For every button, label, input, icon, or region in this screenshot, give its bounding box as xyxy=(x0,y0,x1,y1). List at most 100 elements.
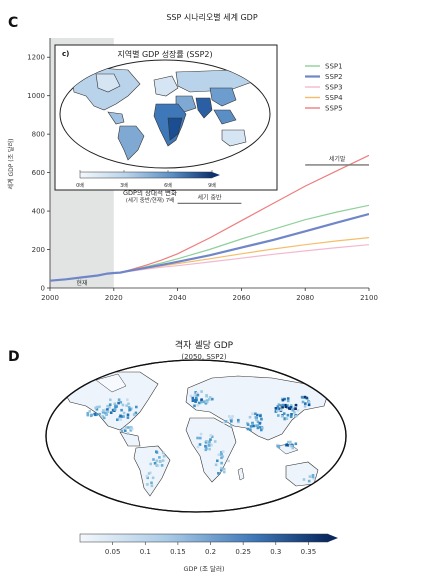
inset-title: 지역별 GDP 성장률 (SSP2) xyxy=(117,49,212,59)
gdp-grid-cell xyxy=(98,405,101,409)
inset-colorbar-arrow xyxy=(212,172,220,178)
panel-c-axes: 2000 2020 2040 2060 2080 2100 0 200 400 600 800 100… xyxy=(27,38,378,302)
gdp-grid-cell xyxy=(125,404,128,407)
gdp-grid-cell xyxy=(280,415,284,418)
gdp-grid-cell xyxy=(152,458,155,461)
gdp-grid-cell xyxy=(289,405,293,409)
gdp-grid-cell xyxy=(200,398,203,401)
colorbar-tick-label: 0.35 xyxy=(301,548,317,556)
land-africa xyxy=(185,417,237,483)
gdp-grid-cell xyxy=(288,407,291,410)
legend-label-ssp1: SSP1 xyxy=(325,63,343,71)
gdp-grid-cell xyxy=(289,415,293,418)
gdp-grid-cell xyxy=(155,450,158,453)
gdp-grid-cell xyxy=(194,398,197,402)
gdp-grid-cell xyxy=(195,391,199,395)
gdp-grid-cell xyxy=(248,415,252,419)
gdp-grid-cell xyxy=(281,403,285,407)
gdp-grid-cell xyxy=(227,459,230,463)
inset-regions xyxy=(71,67,253,161)
x-tick-label: 2000 xyxy=(41,294,59,302)
region-europe xyxy=(153,75,179,97)
gdp-grid-cell xyxy=(220,452,223,456)
gdp-grid-cell xyxy=(289,440,292,444)
gdp-grid-cell xyxy=(158,456,161,459)
gdp-grid-cell xyxy=(213,440,217,443)
gdp-grid-cell xyxy=(117,401,120,405)
gdp-grid-cell xyxy=(295,414,298,418)
gdp-grid-cell xyxy=(197,401,201,405)
gdp-grid-cell xyxy=(301,400,305,404)
end-century-label: 세기말 xyxy=(329,155,346,163)
gdp-grid-cell xyxy=(300,396,304,399)
gdp-grid-cell xyxy=(276,405,280,408)
gdp-grid-cell xyxy=(222,467,226,471)
gdp-grid-cell xyxy=(220,461,223,465)
gdp-grid-cell xyxy=(155,459,158,463)
panel-d-title: 격자 셀당 GDP xyxy=(175,339,234,351)
gdp-grid-cell xyxy=(145,474,149,478)
gdp-grid-cell xyxy=(289,404,293,407)
gdp-grid-cell xyxy=(191,396,195,400)
gdp-grid-cell xyxy=(286,399,290,403)
gdp-grid-cell xyxy=(312,477,316,480)
panel-c-letter: C xyxy=(8,15,18,31)
legend-label-ssp2: SSP2 xyxy=(325,73,343,81)
colorbar-tick-label: 0.15 xyxy=(170,548,186,556)
gdp-grid-cell xyxy=(133,413,136,417)
gdp-grid-cell xyxy=(290,413,293,416)
gdp-grid-cell xyxy=(127,426,130,429)
gdp-grid-cell xyxy=(118,416,122,419)
gdp-grid-cell xyxy=(303,405,307,408)
gdp-grid-cell xyxy=(147,472,151,475)
gdp-grid-cell xyxy=(249,428,252,431)
inset-colorbar-label-2: (세기 중반/현재) 7배 xyxy=(126,196,175,204)
panel-d-letter: D xyxy=(8,349,20,365)
region-south-america xyxy=(117,125,145,161)
gdp-grid-cell xyxy=(102,416,106,420)
gdp-grid-cell xyxy=(220,468,223,472)
gdp-grid-cell xyxy=(260,417,263,421)
gdp-grid-cell xyxy=(162,455,166,458)
gdp-grid-cell xyxy=(227,415,231,418)
gdp-grid-cell xyxy=(303,395,307,399)
gdp-grid-cell xyxy=(217,472,220,475)
legend-label-ssp3: SSP3 xyxy=(325,84,343,92)
gdp-grid-cell xyxy=(311,475,315,479)
inset-colorbar-ticks: 0배 3배 6배 9배 xyxy=(76,170,216,189)
gdp-grid-cell xyxy=(114,405,117,409)
gdp-grid-cell xyxy=(307,403,311,407)
x-tick-label: 2080 xyxy=(296,294,314,302)
gdp-grid-cell xyxy=(205,395,208,398)
gdp-grid-cell xyxy=(252,424,255,428)
gdp-grid-cell xyxy=(200,400,203,404)
x-tick-label: 2060 xyxy=(232,294,250,302)
gdp-grid-cell xyxy=(291,408,295,412)
inset-colorbar-tick-label: 0배 xyxy=(76,182,84,189)
colorbar-tick-label: 0.05 xyxy=(105,548,121,556)
gdp-grid-cell xyxy=(111,408,115,412)
gdp-grid-cell xyxy=(249,425,253,428)
gdp-grid-cell xyxy=(199,432,203,436)
gdp-grid-cell xyxy=(284,403,287,407)
gdp-grid-cell xyxy=(146,476,149,480)
land-greenland xyxy=(95,373,127,393)
gdp-grid-cell xyxy=(96,405,99,409)
gdp-grid-cell xyxy=(95,413,98,416)
gdp-grid-cell xyxy=(208,396,212,399)
gdp-grid-cell xyxy=(129,429,133,432)
colorbar-tick-label: 0.25 xyxy=(235,548,251,556)
gdp-grid-cell xyxy=(291,446,295,450)
gdp-grid-cell xyxy=(220,466,223,470)
gdp-grid-cell xyxy=(286,406,289,409)
gdp-grid-cell xyxy=(209,398,212,401)
gdp-grid-cell xyxy=(246,421,249,425)
legend-label-ssp5: SSP5 xyxy=(325,105,343,113)
gdp-grid-cell xyxy=(285,443,289,446)
y-tick-label: 400 xyxy=(32,208,45,216)
gdp-grid-cell xyxy=(135,405,138,409)
gdp-grid-cell xyxy=(220,456,223,460)
gdp-grid-cell xyxy=(294,442,298,446)
inset-colorbar-label-1: GDP의 상대적 변화 xyxy=(123,188,177,197)
gdp-grid-cell xyxy=(223,470,226,474)
